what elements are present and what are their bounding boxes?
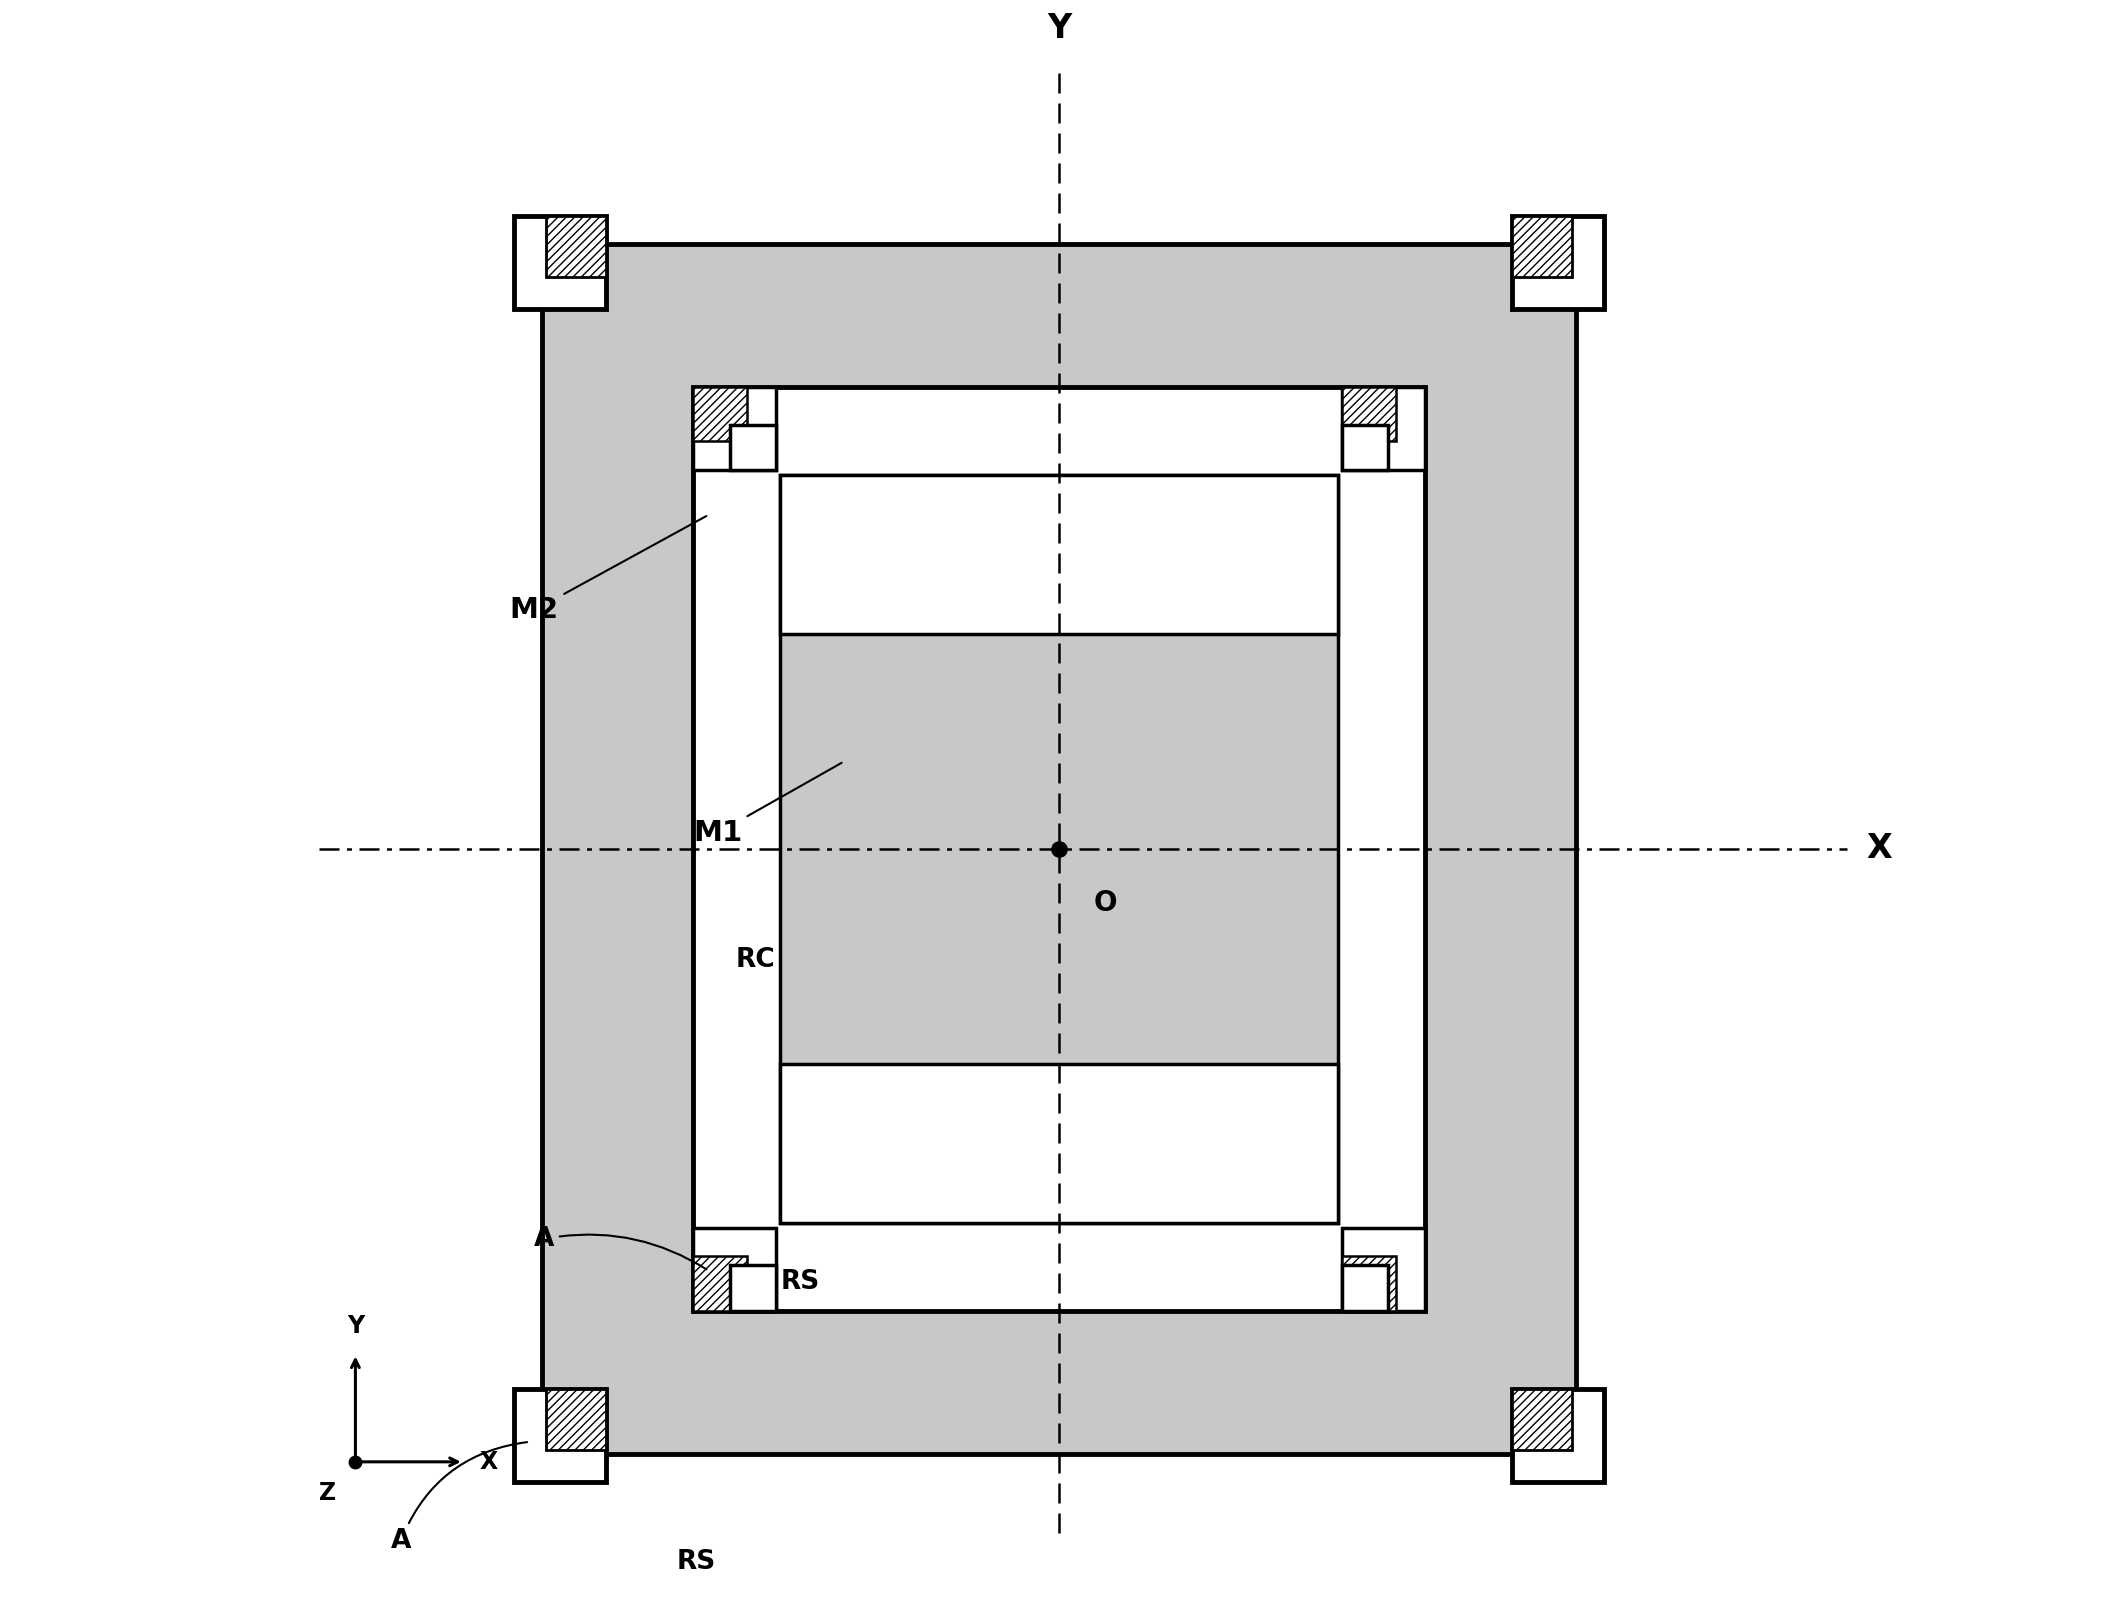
- Bar: [731, 1265, 775, 1311]
- Bar: [693, 387, 748, 442]
- Bar: [1343, 1228, 1425, 1311]
- Bar: [546, 1390, 606, 1450]
- Bar: [542, 245, 1576, 1453]
- Bar: [731, 424, 775, 470]
- Text: A: A: [390, 1442, 527, 1555]
- Bar: [693, 1228, 775, 1311]
- Text: Y: Y: [1046, 11, 1072, 45]
- Text: Z: Z: [320, 1481, 337, 1505]
- Text: M1: M1: [693, 763, 841, 847]
- Bar: [515, 1390, 606, 1482]
- Bar: [1343, 1257, 1396, 1311]
- Text: RS: RS: [779, 1268, 820, 1294]
- Bar: [1512, 217, 1603, 309]
- Bar: [779, 475, 1339, 1223]
- Text: M2: M2: [510, 517, 707, 624]
- Bar: [693, 387, 1425, 1311]
- Bar: [515, 217, 606, 309]
- Bar: [1343, 1265, 1387, 1311]
- Text: RS: RS: [678, 1549, 716, 1575]
- Bar: [779, 1064, 1339, 1223]
- Bar: [693, 1257, 748, 1311]
- Bar: [1512, 1390, 1603, 1482]
- Text: A: A: [534, 1226, 707, 1270]
- Bar: [546, 217, 606, 277]
- Text: X: X: [479, 1450, 498, 1474]
- Text: X: X: [1866, 833, 1891, 865]
- Bar: [1512, 1390, 1572, 1450]
- Text: Y: Y: [347, 1314, 364, 1338]
- Bar: [1512, 217, 1572, 277]
- Bar: [693, 387, 775, 470]
- Text: O: O: [1095, 889, 1118, 917]
- Bar: [779, 475, 1339, 633]
- Bar: [1343, 387, 1425, 470]
- Text: RC: RC: [735, 948, 775, 974]
- Bar: [1343, 387, 1396, 442]
- Bar: [1343, 424, 1387, 470]
